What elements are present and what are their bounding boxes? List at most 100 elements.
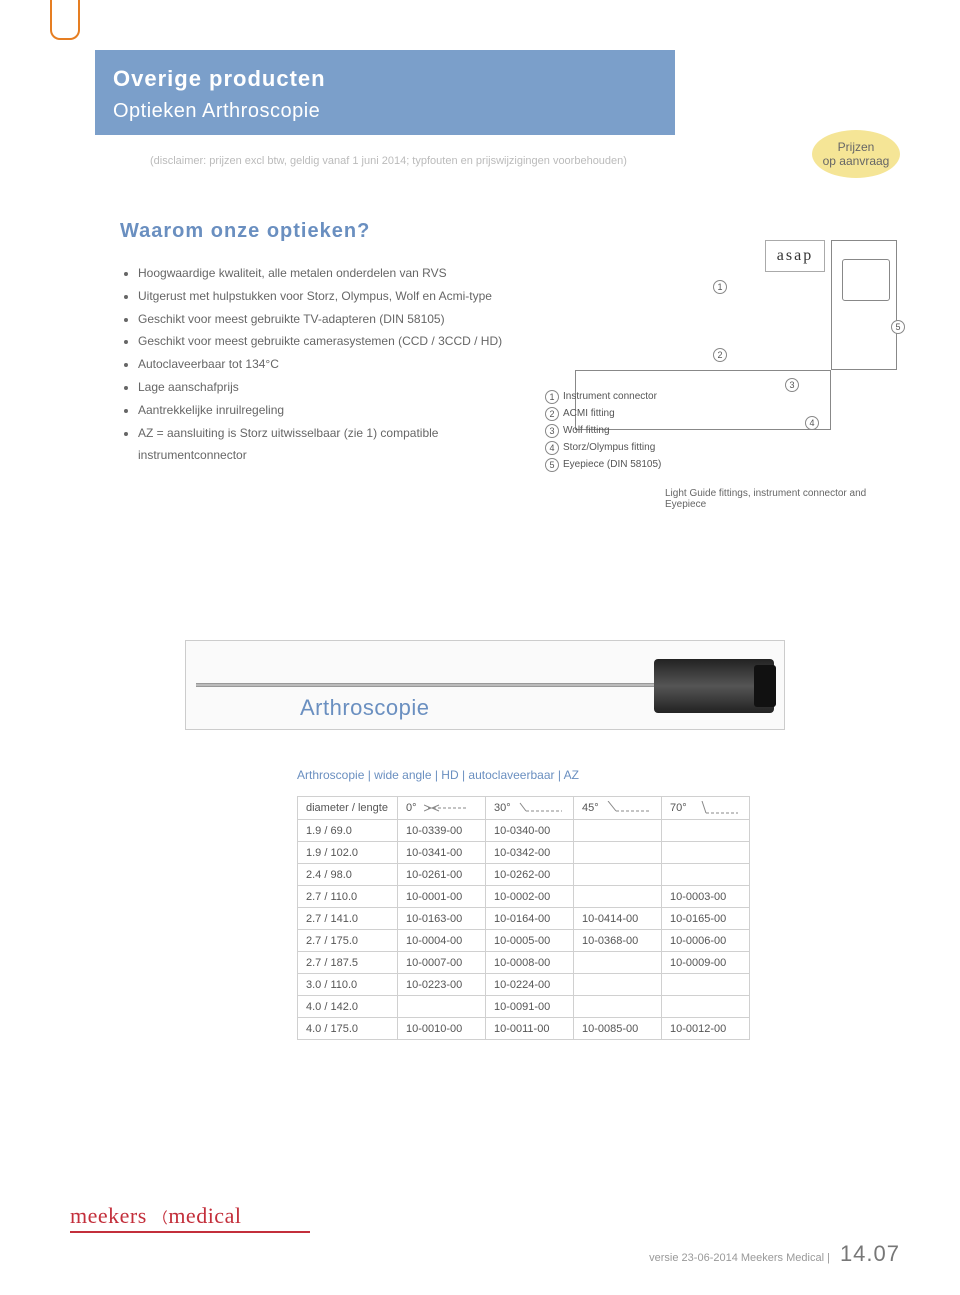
table-row: 2.7 / 187.510-0007-0010-0008-0010-0009-0… [298,952,750,974]
page-subtitle: Optieken Arthroscopie [113,97,657,125]
diagram-callout: 4 [805,416,823,430]
table-header-row: diameter / lengte 0° 30° 45° 70° [298,797,750,820]
table-row: 2.7 / 110.010-0001-0010-0002-0010-0003-0… [298,886,750,908]
cell-code: 10-0368-00 [574,930,662,952]
cell-code [662,996,750,1018]
cell-code [574,974,662,996]
angle-icon [694,801,740,815]
diagram-caption: Light Guide fittings, instrument connect… [665,488,905,510]
table-row: 1.9 / 102.010-0341-0010-0342-00 [298,842,750,864]
angle-icon [606,801,652,815]
scope-shaft-icon [196,683,666,687]
cell-code [574,996,662,1018]
cell-code: 10-0163-00 [398,908,486,930]
col-angle-0: 0° [398,797,486,820]
table-row: 4.0 / 175.010-0010-0010-0011-0010-0085-0… [298,1018,750,1040]
cell-code: 10-0340-00 [486,820,574,842]
bullet-item: Lage aanschafprijs [138,376,510,399]
feature-bullets: Hoogwaardige kwaliteit, alle metalen ond… [120,262,510,467]
cell-code: 10-0262-00 [486,864,574,886]
legend-row: 2ACMI fitting [545,405,661,422]
cell-dimension: 2.7 / 141.0 [298,908,398,930]
bullet-item: Autoclaveerbaar tot 134°C [138,353,510,376]
footer-text: versie 23-06-2014 Meekers Medical | [649,1252,830,1264]
diagram-callout: 2 [713,348,731,362]
price-line2: op aanvraag [823,154,890,168]
page-title: Overige producten [113,64,657,95]
cell-dimension: 4.0 / 175.0 [298,1018,398,1040]
disclaimer-text: (disclaimer: prijzen excl btw, geldig va… [150,155,627,167]
bullet-item: Geschikt voor meest gebruikte camerasyst… [138,330,510,353]
product-table: diameter / lengte 0° 30° 45° 70° 1.9 / 6… [297,796,750,1040]
cell-dimension: 2.7 / 110.0 [298,886,398,908]
page-tab-decoration [50,0,80,40]
cell-code [574,864,662,886]
cell-dimension: 2.7 / 187.5 [298,952,398,974]
cell-code: 10-0006-00 [662,930,750,952]
cell-dimension: 1.9 / 102.0 [298,842,398,864]
bullet-item: Hoogwaardige kwaliteit, alle metalen ond… [138,262,510,285]
cell-dimension: 3.0 / 110.0 [298,974,398,996]
col-diameter: diameter / lengte [298,797,398,820]
cell-code: 10-0339-00 [398,820,486,842]
price-line1: Prijzen [838,140,875,154]
cell-code: 10-0165-00 [662,908,750,930]
cell-code: 10-0414-00 [574,908,662,930]
logo-word-2: medical [168,1203,241,1228]
cell-code: 10-0224-00 [486,974,574,996]
scope-head-icon [654,659,774,713]
brand-logo: meekers （medical [70,1203,310,1233]
table-row: 4.0 / 142.0 10-0091-00 [298,996,750,1018]
cell-code [662,842,750,864]
cell-dimension: 1.9 / 69.0 [298,820,398,842]
cell-code [662,820,750,842]
bullet-item: Uitgerust met hulpstukken voor Storz, Ol… [138,285,510,308]
legend-row: 5Eyepiece (DIN 58105) [545,456,661,473]
legend-row: 1Instrument connector [545,388,661,405]
cell-code [574,820,662,842]
cell-dimension: 4.0 / 142.0 [298,996,398,1018]
table-row: 2.7 / 141.010-0163-0010-0164-0010-0414-0… [298,908,750,930]
section-title: Waarom onze optieken? [120,220,370,243]
cell-code [662,974,750,996]
page-header: Overige producten Optieken Arthroscopie [95,50,675,135]
cell-code: 10-0011-00 [486,1018,574,1040]
cell-code: 10-0012-00 [662,1018,750,1040]
bullet-item: Aantrekkelijke inruilregeling [138,399,510,422]
table-title: Arthroscopie | wide angle | HD | autocla… [297,768,579,782]
arthroscopy-heading: Arthroscopie [300,695,430,721]
cell-code [574,886,662,908]
table-row: 1.9 / 69.010-0339-0010-0340-00 [298,820,750,842]
cell-code: 10-0008-00 [486,952,574,974]
cell-code: 10-0004-00 [398,930,486,952]
col-angle-30: 30° [486,797,574,820]
cell-dimension: 2.7 / 175.0 [298,930,398,952]
price-badge: Prijzen op aanvraag [812,130,900,178]
cell-code: 10-0007-00 [398,952,486,974]
page-number: 14.07 [840,1241,900,1267]
diagram-callout: 1 [713,280,731,294]
cell-code: 10-0261-00 [398,864,486,886]
cell-code: 10-0001-00 [398,886,486,908]
cell-code: 10-0341-00 [398,842,486,864]
cell-code: 10-0091-00 [486,996,574,1018]
diagram-scope-body [831,240,897,370]
bullet-item: Geschikt voor meest gebruikte TV-adapter… [138,308,510,331]
cell-code: 10-0342-00 [486,842,574,864]
col-angle-70: 70° [662,797,750,820]
diagram-callout: 5 [891,320,909,334]
cell-code: 10-0010-00 [398,1018,486,1040]
table-row: 2.7 / 175.010-0004-0010-0005-0010-0368-0… [298,930,750,952]
angle-icon [518,801,564,815]
cell-code: 10-0003-00 [662,886,750,908]
cell-code: 10-0223-00 [398,974,486,996]
cell-code: 10-0164-00 [486,908,574,930]
footer: versie 23-06-2014 Meekers Medical | 14.0… [649,1241,900,1267]
cell-code [574,842,662,864]
table-row: 3.0 / 110.010-0223-0010-0224-00 [298,974,750,996]
connector-diagram: asap 1 2 3 4 5 1Instrument connector 2AC… [545,240,905,490]
bullet-item: AZ = aansluiting is Storz uitwisselbaar … [138,422,510,468]
diagram-callout: 3 [785,378,803,392]
cell-code: 10-0005-00 [486,930,574,952]
legend-row: 3Wolf fitting [545,422,661,439]
